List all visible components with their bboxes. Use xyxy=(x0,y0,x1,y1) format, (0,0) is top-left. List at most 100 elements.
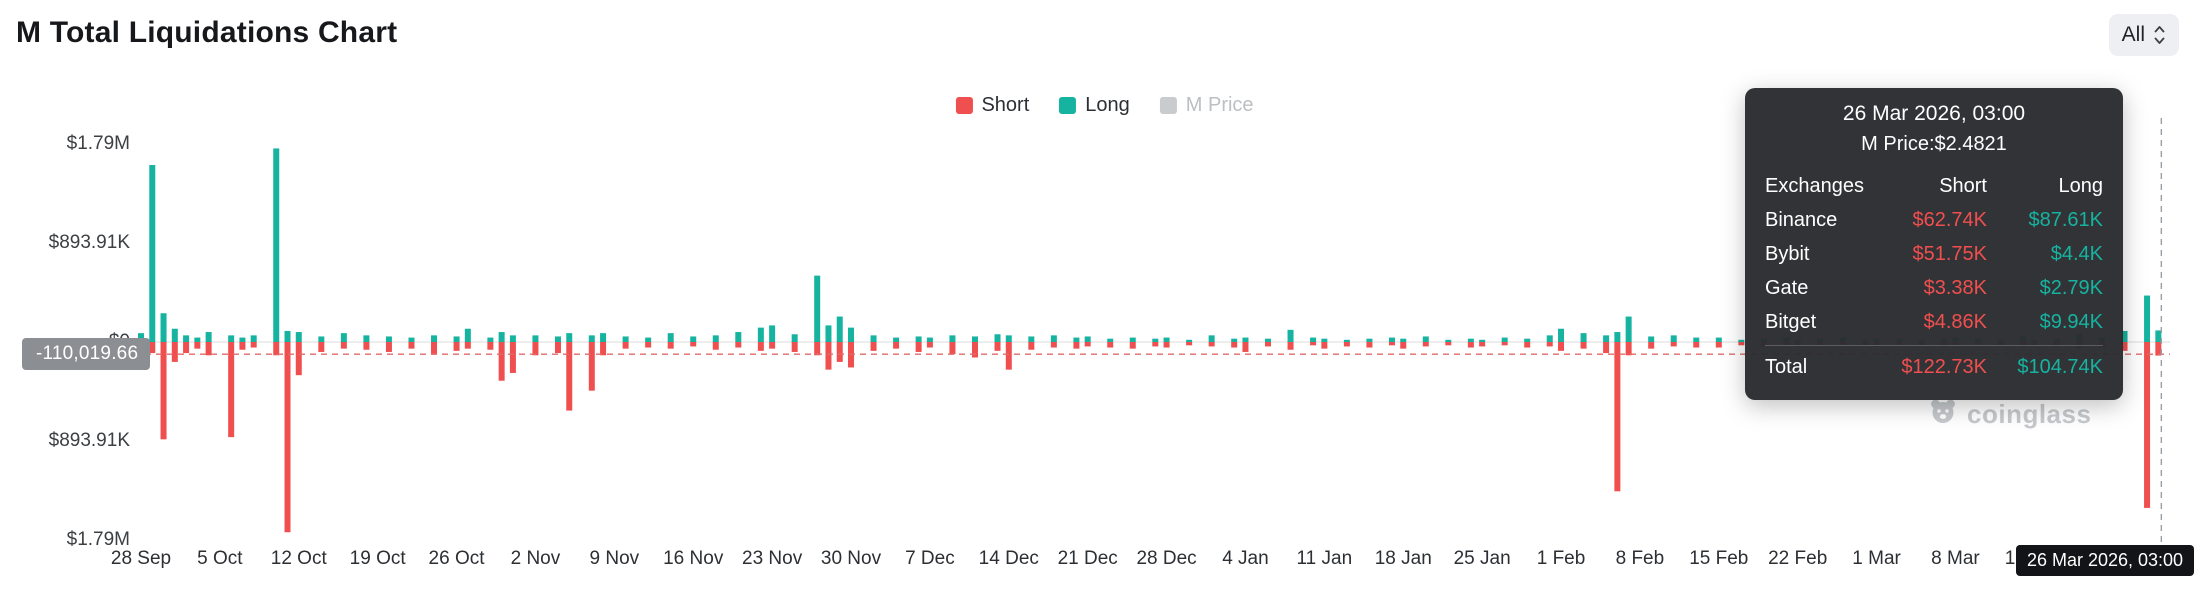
short-bar xyxy=(1693,342,1700,348)
long-bar xyxy=(893,337,900,342)
short-bar xyxy=(1422,342,1429,347)
long-bar xyxy=(453,336,460,342)
tooltip-short-value: $51.75K xyxy=(1912,242,1987,265)
short-bar xyxy=(554,342,561,354)
x-axis-label: 25 Jan xyxy=(1453,548,1511,569)
x-axis-label: 4 Jan xyxy=(1222,548,1269,569)
long-swatch-icon xyxy=(1059,97,1077,114)
short-swatch-icon xyxy=(955,97,973,114)
long-bar xyxy=(1501,337,1508,342)
long-bar xyxy=(1242,337,1249,342)
long-bar xyxy=(915,336,922,342)
range-selector-dropdown[interactable]: All xyxy=(2108,14,2179,56)
short-bar xyxy=(1625,342,1632,356)
legend-item-price[interactable]: M Price xyxy=(1159,94,1254,117)
x-axis-label: 12 Oct xyxy=(270,548,327,569)
long-bar xyxy=(735,332,742,342)
short-bar xyxy=(1343,342,1350,347)
long-bar xyxy=(1558,328,1565,342)
legend-item-short[interactable]: Short xyxy=(955,94,1029,117)
long-bar xyxy=(588,335,595,342)
short-bar xyxy=(870,342,877,351)
long-bar xyxy=(757,327,764,342)
tooltip-row-exchange: Bitget xyxy=(1765,310,1817,333)
short-bar xyxy=(1242,342,1249,352)
tooltip-col-long: Long xyxy=(2058,174,2104,197)
short-bar xyxy=(1546,342,1553,347)
x-axis-label: 18 Jan xyxy=(1374,548,1432,569)
legend: Short Long M Price xyxy=(955,94,1254,117)
long-bar xyxy=(1287,329,1294,342)
short-bar xyxy=(149,342,156,354)
short-bar xyxy=(757,342,764,351)
short-bar xyxy=(994,342,1001,351)
long-bar xyxy=(1648,336,1655,342)
price-swatch-icon xyxy=(1159,97,1177,114)
short-bar xyxy=(385,342,392,352)
long-bar xyxy=(566,333,573,342)
tooltip-total-long: $104.74K xyxy=(2017,355,2103,378)
long-bar xyxy=(554,336,561,342)
long-bar xyxy=(791,334,798,342)
short-bar xyxy=(1265,342,1271,347)
x-axis-label: 11 Jan xyxy=(1296,548,1353,569)
short-bar xyxy=(1501,342,1508,346)
long-bar xyxy=(1050,335,1057,342)
legend-item-long[interactable]: Long xyxy=(1059,94,1130,117)
long-bar xyxy=(1580,333,1587,342)
long-bar xyxy=(487,337,494,342)
short-bar xyxy=(1445,342,1452,346)
short-bar xyxy=(1208,342,1215,347)
short-bar xyxy=(1670,342,1677,347)
short-bar xyxy=(1129,342,1136,349)
x-axis-label: 28 Dec xyxy=(1136,548,1197,569)
short-bar xyxy=(1163,342,1170,348)
x-axis-label: 14 Dec xyxy=(978,548,1039,569)
short-bar xyxy=(1648,342,1655,349)
long-bar xyxy=(160,313,167,342)
short-bar xyxy=(1287,342,1294,350)
short-bar xyxy=(1321,342,1328,349)
tooltip-long-value: $87.61K xyxy=(2028,208,2103,231)
tooltip-col-exchanges: Exchanges xyxy=(1765,174,1864,197)
long-bar xyxy=(1693,337,1700,342)
short-bar xyxy=(1310,342,1317,346)
short-bar xyxy=(825,342,832,370)
coinglass-logo-icon xyxy=(1928,396,1958,433)
short-bar xyxy=(1005,342,1012,370)
short-bar xyxy=(645,342,652,348)
short-bar xyxy=(1738,342,1745,346)
short-bar xyxy=(1479,342,1486,347)
short-bar xyxy=(273,342,280,356)
x-axis-label: 9 Nov xyxy=(589,548,640,569)
long-bar xyxy=(363,335,370,342)
short-bar xyxy=(1614,342,1621,492)
short-bar xyxy=(509,342,516,373)
short-bar xyxy=(431,342,438,355)
long-bar xyxy=(1073,337,1080,342)
short-bar xyxy=(667,342,674,349)
legend-label-price: M Price xyxy=(1185,94,1254,116)
short-bar xyxy=(1186,342,1193,346)
long-bar xyxy=(1467,338,1474,342)
long-bar xyxy=(1524,338,1531,342)
x-axis-label: 8 Mar xyxy=(1931,548,1980,569)
long-bar xyxy=(1343,339,1350,342)
x-axis-label: 26 Oct xyxy=(428,548,485,569)
long-bar xyxy=(239,337,246,342)
short-bar xyxy=(600,342,607,356)
short-bar xyxy=(363,342,370,350)
long-bar xyxy=(1107,338,1114,342)
x-crosshair-date-label: 26 Mar 2026, 03:00 xyxy=(2016,545,2194,576)
short-bar xyxy=(532,342,539,356)
long-bar xyxy=(848,327,855,342)
long-bar xyxy=(498,332,505,342)
tooltip-short-value: $62.74K xyxy=(1912,208,1987,231)
x-axis-label: 2 Nov xyxy=(510,548,561,569)
long-bar xyxy=(1084,336,1091,342)
short-bar xyxy=(1467,342,1474,348)
long-bar xyxy=(994,334,1001,342)
short-bar xyxy=(1084,342,1091,347)
